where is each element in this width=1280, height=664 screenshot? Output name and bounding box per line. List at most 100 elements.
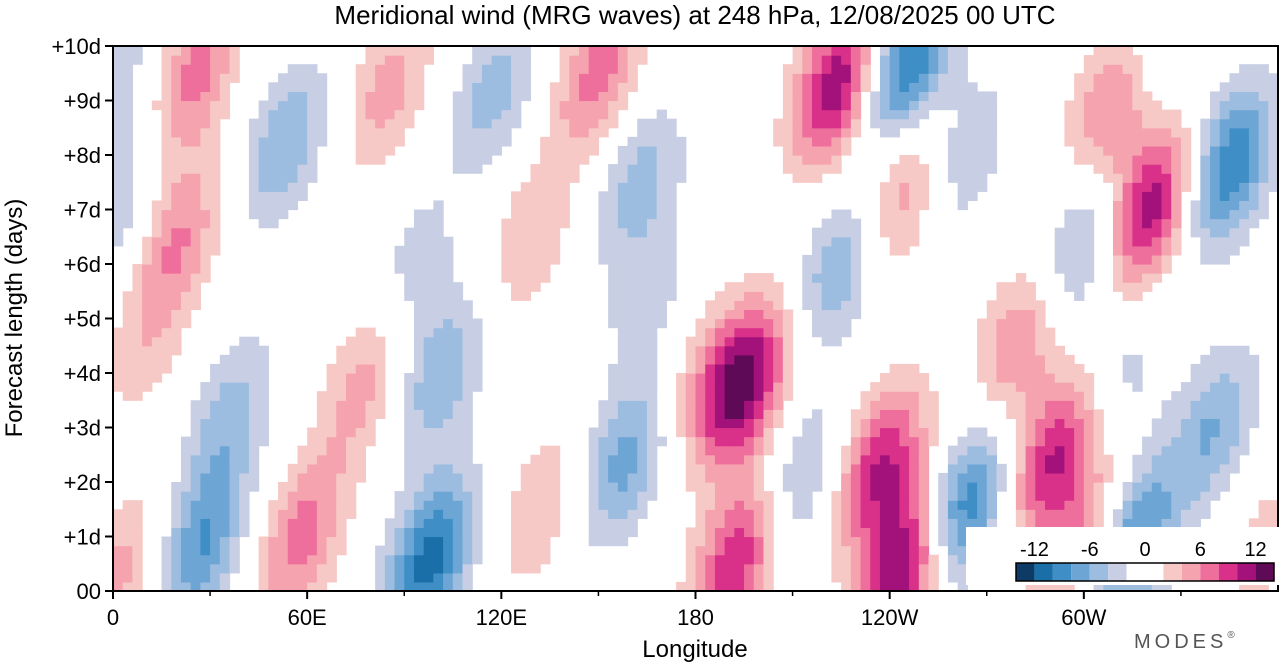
field-cell (540, 536, 551, 547)
field-cell (404, 254, 415, 265)
field-cell (530, 218, 541, 229)
field-cell (821, 327, 833, 338)
field-cell (229, 472, 240, 483)
field-cell (1200, 227, 1211, 238)
field-cell (909, 509, 920, 519)
field-cell (1074, 218, 1085, 229)
field-cell (210, 155, 221, 165)
field-cell (171, 264, 182, 274)
field-cell (326, 518, 337, 529)
field-cell (180, 445, 192, 456)
field-cell (219, 482, 231, 492)
field-cell (1268, 109, 1279, 120)
field-cell (1219, 209, 1231, 220)
field-cell (1161, 118, 1172, 129)
field-cell (1025, 345, 1036, 356)
field-cell (714, 418, 726, 429)
field-cell (462, 336, 473, 347)
field-cell (841, 454, 852, 465)
field-cell (462, 309, 473, 320)
field-cell (1074, 445, 1085, 456)
field-cell (957, 100, 968, 111)
field-cell (365, 427, 376, 438)
field-cell (1210, 391, 1221, 401)
field-cell (812, 309, 823, 320)
field-cell (637, 136, 648, 147)
field-cell (200, 209, 211, 220)
field-cell (705, 581, 716, 592)
field-cell (239, 373, 250, 383)
field-cell (695, 354, 706, 365)
field-cell (646, 164, 658, 174)
field-cell (666, 218, 677, 229)
field-cell (598, 127, 609, 138)
field-cell (559, 82, 570, 93)
field-cell (365, 73, 376, 83)
field-cell (316, 82, 328, 93)
field-cell (180, 545, 192, 556)
field-cell (122, 200, 134, 211)
field-cell (248, 436, 260, 447)
field-cell (1229, 100, 1240, 111)
field-cell (1132, 164, 1143, 174)
field-cell (433, 291, 444, 301)
field-cell (1219, 418, 1231, 429)
field-cell (792, 82, 803, 93)
field-cell (462, 472, 473, 483)
field-cell (899, 400, 910, 410)
field-cell (617, 227, 629, 238)
field-cell (617, 182, 629, 192)
field-cell (365, 418, 376, 429)
field-cell (200, 391, 211, 401)
field-cell (685, 409, 697, 420)
field-cell (617, 463, 629, 474)
field-cell (1045, 418, 1056, 429)
field-cell (1074, 454, 1085, 465)
field-cell (928, 436, 939, 447)
field-cell (734, 463, 745, 474)
field-cell (258, 136, 269, 147)
field-cell (433, 400, 444, 410)
field-cell (258, 427, 269, 438)
field-cell (608, 318, 619, 329)
field-cell (161, 254, 172, 265)
field-cell (530, 500, 541, 510)
field-cell (540, 164, 551, 174)
field-cell (122, 500, 134, 510)
field-cell (316, 400, 328, 410)
field-cell (656, 309, 667, 320)
field-cell (1200, 454, 1211, 465)
field-cell (1064, 218, 1075, 229)
field-cell (1258, 200, 1269, 211)
field-cell (870, 118, 881, 129)
field-cell (384, 136, 396, 147)
field-cell (1093, 164, 1104, 174)
field-cell (287, 136, 299, 147)
field-cell (899, 518, 910, 529)
field-cell (1151, 182, 1163, 192)
field-cell (180, 209, 192, 220)
field-cell (666, 209, 677, 220)
field-cell (1045, 491, 1056, 501)
field-cell (307, 454, 318, 465)
field-cell (899, 209, 910, 220)
field-cell (433, 318, 444, 329)
field-cell (336, 472, 347, 483)
field-cell (947, 545, 959, 556)
field-cell (307, 463, 318, 474)
field-cell (113, 64, 124, 74)
field-cell (1132, 109, 1143, 120)
field-cell (763, 345, 774, 356)
field-cell (540, 136, 551, 147)
field-cell (909, 373, 920, 383)
field-cell (151, 354, 163, 365)
field-cell (753, 363, 765, 374)
field-cell (899, 73, 910, 83)
field-cell (1122, 173, 1133, 183)
field-cell (336, 527, 347, 538)
field-cell (472, 536, 483, 547)
field-cell (1142, 109, 1153, 120)
field-cell (724, 500, 735, 510)
field-cell (394, 91, 405, 102)
field-cell (113, 518, 124, 529)
